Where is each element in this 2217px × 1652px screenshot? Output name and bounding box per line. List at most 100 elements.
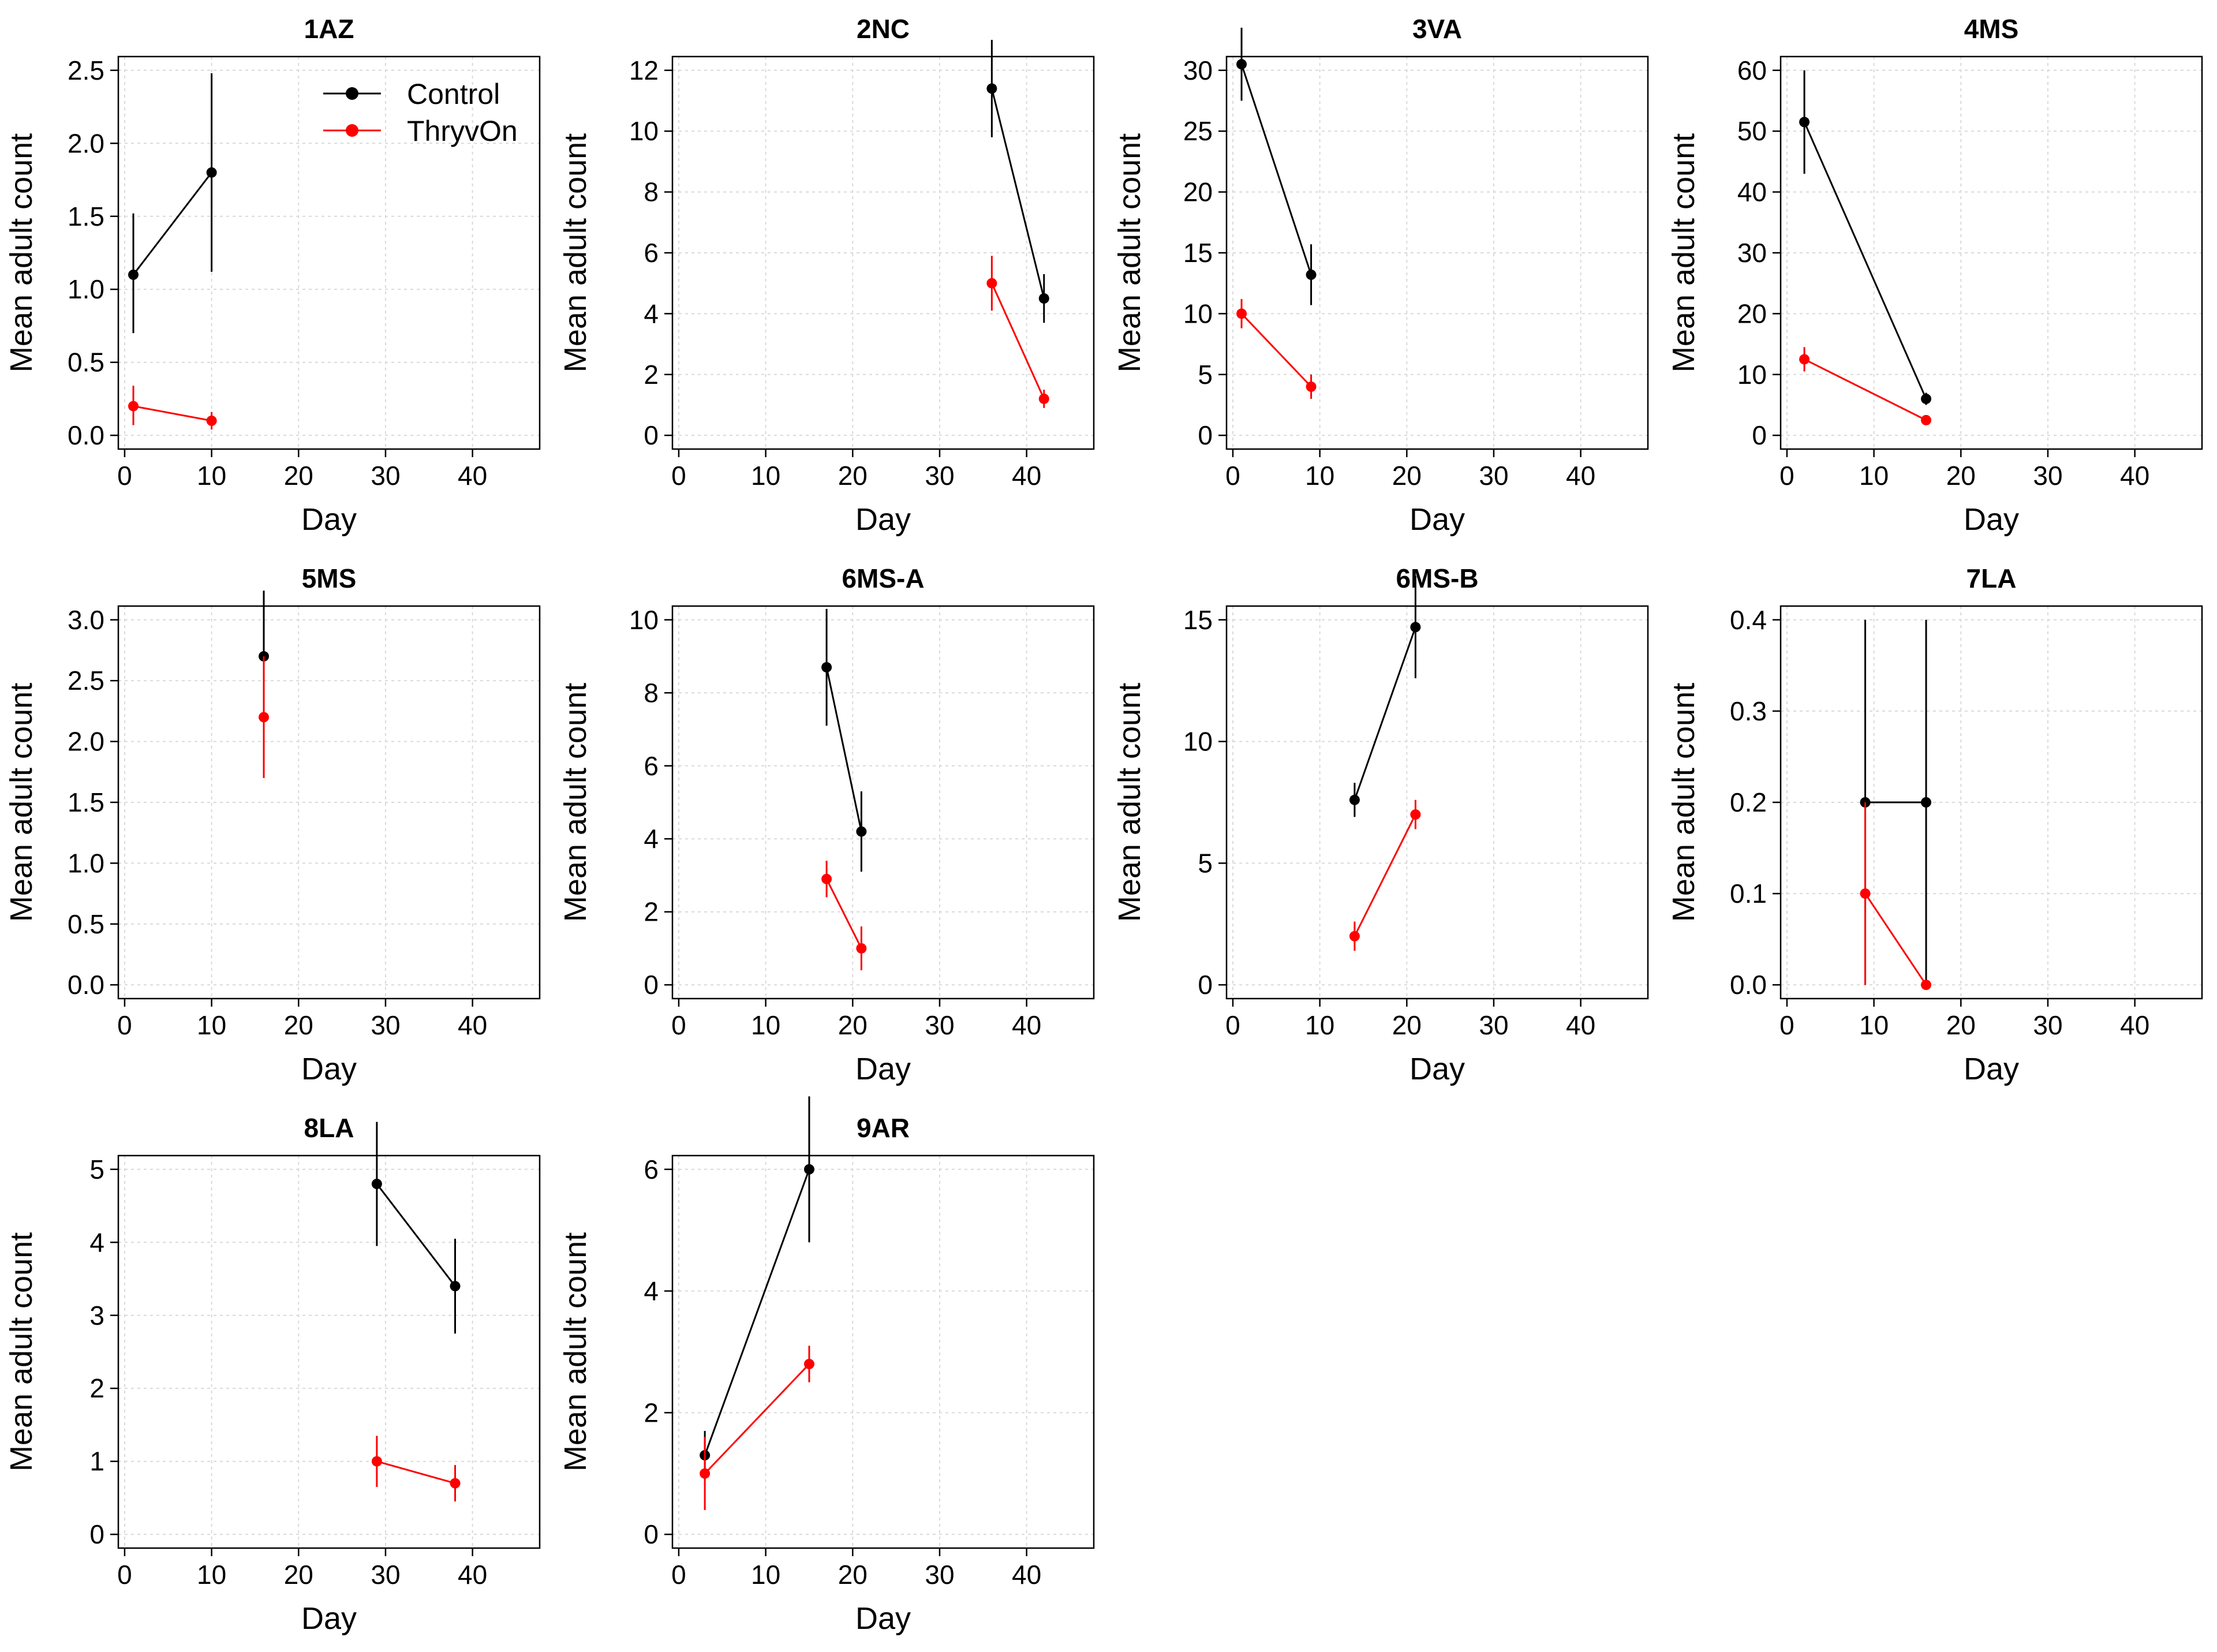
series-line-control [376, 1183, 456, 1287]
data-point-control [1921, 797, 1932, 808]
x-tick-label: 30 [1479, 1010, 1508, 1040]
y-axis-label: Mean adult count [1666, 683, 1701, 922]
x-tick-label: 30 [371, 461, 400, 491]
x-tick-label: 40 [458, 1010, 487, 1040]
y-tick-label: 20 [1183, 177, 1213, 207]
x-tick-label: 10 [197, 1560, 226, 1590]
x-tick-label: 30 [2033, 1010, 2062, 1040]
x-tick-label: 10 [197, 461, 226, 491]
y-tick-label: 5 [89, 1154, 104, 1184]
chart-panel-3va: 0 10 20 30 40 0 5 10 15 20 25 30 3VA Day Mean adult co… [1112, 14, 1649, 537]
series-line-control [825, 667, 862, 832]
data-point-control [1921, 393, 1932, 404]
x-tick-label: 10 [1305, 461, 1334, 491]
x-axis-label: Day [855, 1052, 911, 1086]
series-line-thryvon [825, 879, 862, 949]
x-tick-label: 20 [838, 1560, 868, 1590]
legend-thryvon-marker [346, 124, 358, 137]
x-tick-label: 20 [284, 1560, 313, 1590]
chart-panel-5ms: 0 10 20 30 40 0.0 0.5 1.0 1.5 2.0 2.5 3.0 5MS Day Mean… [4, 563, 541, 1086]
x-tick-label: 20 [1946, 1010, 1976, 1040]
series-line-control [132, 171, 212, 275]
data-point-control [1799, 117, 1810, 128]
data-point-thryvon [1860, 888, 1871, 899]
plot-border [1225, 605, 1649, 1000]
x-tick-label: 0 [117, 1010, 132, 1040]
x-tick-label: 10 [1305, 1010, 1334, 1040]
data-point-thryvon [450, 1478, 461, 1489]
chart-panel-6ms-a: 0 10 20 30 40 0 2 4 6 8 10 6MS-A Day Mean adult count [558, 563, 1095, 1086]
data-point-control [128, 269, 139, 280]
x-tick-label: 30 [371, 1010, 400, 1040]
series-line-thryvon [1864, 893, 1927, 986]
series-line-thryvon [133, 405, 212, 422]
data-point-control [1349, 794, 1360, 805]
x-axis-label: Day [1410, 502, 1465, 537]
x-tick-label: 40 [1012, 1010, 1041, 1040]
x-tick-label: 30 [371, 1560, 400, 1590]
panel-title: 9AR [857, 1113, 910, 1143]
y-tick-label: 8 [644, 177, 659, 207]
y-tick-label: 12 [629, 55, 659, 85]
x-tick-label: 0 [1779, 1010, 1794, 1040]
x-tick-label: 0 [671, 461, 686, 491]
y-tick-label: 0 [1198, 420, 1213, 450]
x-tick-label: 10 [751, 461, 780, 491]
y-axis-label: Mean adult count [1666, 133, 1701, 372]
x-tick-label: 40 [458, 461, 487, 491]
y-tick-label: 2.5 [68, 666, 104, 696]
data-point-thryvon [1038, 393, 1049, 404]
y-axis-label: Mean adult count [1112, 133, 1147, 372]
y-tick-label: 0 [644, 970, 659, 1000]
data-point-control [1410, 622, 1421, 633]
panel-title: 4MS [1964, 14, 2019, 44]
data-point-control [986, 83, 997, 94]
x-tick-label: 40 [2120, 461, 2149, 491]
y-tick-label: 60 [1737, 55, 1767, 85]
y-axis-label: Mean adult count [4, 133, 39, 372]
data-point-control [1306, 269, 1317, 280]
series-line-control [1803, 121, 1927, 399]
x-tick-label: 0 [671, 1010, 686, 1040]
y-tick-label: 1.5 [68, 201, 104, 231]
y-tick-label: 0.5 [68, 909, 104, 939]
x-tick-label: 10 [751, 1560, 780, 1590]
y-axis-label: Mean adult count [4, 1232, 39, 1471]
y-axis-label: Mean adult count [558, 1232, 593, 1471]
y-tick-label: 5 [1198, 848, 1213, 878]
chart-panel-2nc: 0 10 20 30 40 0 2 4 6 8 10 12 2NC Day Mean adult count [558, 14, 1095, 537]
data-point-thryvon [1921, 980, 1932, 991]
y-tick-label: 3.0 [68, 605, 104, 635]
x-tick-label: 40 [1566, 461, 1595, 491]
y-tick-label: 6 [644, 238, 659, 268]
x-tick-label: 20 [284, 461, 313, 491]
data-point-control [821, 662, 832, 673]
x-axis-label: Day [855, 1601, 911, 1636]
x-tick-label: 20 [1392, 461, 1422, 491]
panel-title: 2NC [857, 14, 910, 44]
y-tick-label: 40 [1737, 177, 1767, 207]
x-tick-label: 30 [2033, 461, 2062, 491]
y-tick-label: 10 [629, 116, 659, 146]
y-tick-label: 0.0 [68, 420, 104, 450]
x-tick-label: 30 [925, 1010, 954, 1040]
data-point-control [803, 1164, 814, 1175]
chart-panel-4ms: 0 10 20 30 40 0 10 20 30 40 50 60 4MS Day Mean adult c… [1666, 14, 2203, 537]
x-axis-label: Day [301, 502, 357, 537]
x-tick-label: 30 [1479, 461, 1508, 491]
x-tick-label: 40 [2120, 1010, 2149, 1040]
y-tick-label: 0.1 [1730, 879, 1767, 909]
y-axis-label: Mean adult count [558, 683, 593, 922]
y-tick-label: 30 [1737, 238, 1767, 268]
x-tick-label: 40 [1012, 1560, 1041, 1590]
y-tick-label: 0.3 [1730, 696, 1767, 726]
data-point-control [1038, 293, 1049, 304]
y-tick-label: 0 [89, 1519, 104, 1549]
x-axis-label: Day [301, 1052, 357, 1086]
y-tick-label: 30 [1183, 55, 1213, 85]
x-tick-label: 20 [284, 1010, 313, 1040]
panel-title: 6MS-B [1396, 563, 1478, 593]
data-point-thryvon [206, 415, 217, 426]
x-tick-label: 0 [1779, 461, 1794, 491]
